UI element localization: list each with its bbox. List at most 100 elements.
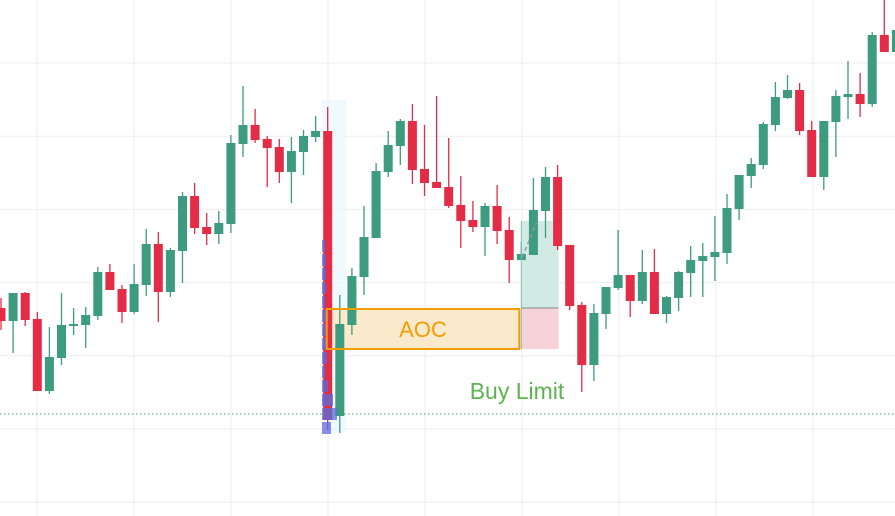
- candle-up: [746, 164, 756, 176]
- volume-profile: [322, 240, 337, 434]
- candle-up: [662, 297, 671, 314]
- candles: [0, 0, 895, 433]
- candle-up: [770, 97, 780, 125]
- candle-up: [299, 136, 308, 152]
- candle-down: [407, 121, 417, 170]
- candle-up: [238, 125, 248, 144]
- volume-profile-bar: [322, 366, 325, 378]
- candle-up: [395, 121, 405, 146]
- volume-profile-bar: [322, 254, 326, 266]
- candle-up: [734, 175, 744, 209]
- candle-up: [335, 324, 345, 416]
- zones: [326, 221, 559, 349]
- candle-up: [819, 121, 829, 177]
- candle-down: [250, 125, 260, 140]
- volume-profile-bar: [322, 380, 328, 392]
- candle-down: [105, 272, 115, 290]
- aoc-zone-fill: [326, 309, 520, 349]
- overlay: AOC Buy Limit: [0, 221, 895, 415]
- candle-down: [553, 177, 563, 246]
- candle-up: [347, 276, 357, 325]
- volume-profile-bar: [322, 352, 327, 364]
- candle-up: [129, 284, 139, 312]
- candle-up: [480, 206, 490, 227]
- candle-down: [795, 90, 805, 131]
- candle-up: [286, 151, 296, 172]
- candle-down: [649, 272, 659, 314]
- candle-up: [831, 96, 841, 122]
- volume-profile-bar: [322, 296, 325, 308]
- volume-profile-bar: [322, 310, 328, 322]
- volume-profile-bar: [322, 240, 325, 252]
- candle-up: [57, 325, 66, 358]
- candle-up: [8, 293, 18, 321]
- candle-down: [117, 289, 127, 312]
- candle-up: [81, 315, 91, 325]
- target-zone: [521, 221, 559, 308]
- candle-down: [577, 305, 587, 365]
- candle-down: [202, 227, 212, 234]
- candle-down: [855, 94, 865, 104]
- candle-down: [456, 205, 466, 221]
- candle-up: [528, 210, 538, 255]
- candle-down: [32, 319, 42, 391]
- candle-up: [165, 250, 175, 292]
- candle-down: [879, 35, 889, 52]
- candle-up: [698, 256, 708, 261]
- candle-up: [69, 324, 79, 326]
- aoc-zone-border: [325, 308, 521, 350]
- volume-profile-bar: [322, 338, 327, 350]
- volume-profile-bar: [322, 282, 326, 294]
- candle-down: [492, 206, 502, 231]
- candle-up: [843, 94, 853, 97]
- candle-down: [190, 196, 200, 228]
- candle-up: [141, 244, 151, 285]
- candle-up: [44, 357, 54, 391]
- candle-up: [674, 272, 684, 298]
- candle-down: [20, 293, 30, 320]
- volume-profile-bar: [322, 324, 327, 336]
- candle-down: [625, 275, 635, 301]
- candle-down: [323, 131, 333, 420]
- volume-profile-bar: [322, 394, 333, 406]
- candle-up: [867, 35, 877, 104]
- candle-up: [891, 30, 895, 52]
- candle-up: [722, 208, 732, 253]
- buy-limit-label[interactable]: Buy Limit: [470, 378, 565, 404]
- candle-up: [637, 272, 647, 301]
- aoc-label[interactable]: AOC: [399, 317, 447, 342]
- candle-up: [383, 145, 393, 172]
- candle-down: [444, 187, 454, 206]
- candle-up: [758, 124, 768, 165]
- candle-down: [565, 245, 575, 306]
- candle-up: [601, 287, 611, 314]
- candle-up: [783, 90, 792, 98]
- candle-up: [226, 143, 236, 224]
- candle-down: [468, 220, 478, 227]
- candle-up: [359, 237, 369, 277]
- candle-up: [178, 196, 187, 251]
- candle-down: [153, 244, 163, 292]
- candle-down: [274, 147, 284, 172]
- volume-profile-bar: [322, 268, 326, 280]
- candle-down: [262, 139, 272, 148]
- candle-down: [0, 308, 6, 321]
- candle-up: [589, 313, 599, 365]
- candle-down: [420, 169, 429, 183]
- candle-up: [93, 272, 103, 316]
- candle-up: [311, 131, 321, 137]
- candle-up: [371, 171, 381, 238]
- candle-up: [613, 275, 623, 288]
- candle-up: [686, 260, 696, 273]
- candle-down: [432, 182, 442, 188]
- candle-up: [710, 252, 720, 257]
- volume-profile-bar: [322, 422, 331, 434]
- candle-up: [541, 177, 550, 211]
- stop-zone: [521, 308, 559, 349]
- candle-down: [807, 130, 817, 177]
- candle-up: [214, 223, 224, 234]
- candle-down: [504, 230, 514, 260]
